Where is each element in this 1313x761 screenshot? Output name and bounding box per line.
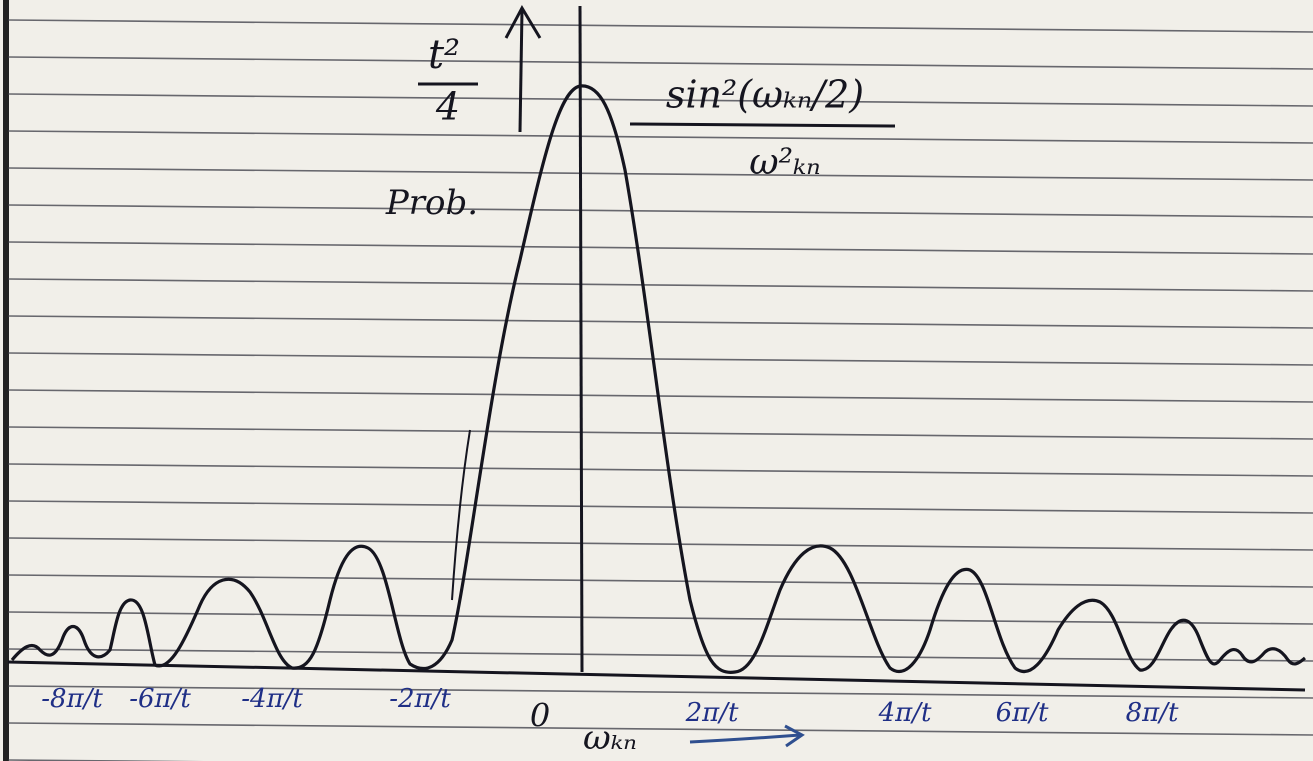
- formula-denominator: ω²ₖₙ: [749, 142, 821, 183]
- peak-label-numerator: t²: [428, 32, 460, 78]
- formula-bar: [630, 124, 895, 126]
- x-tick-label: -2π/t: [389, 684, 451, 714]
- x-tick-label: 2π/t: [685, 698, 739, 728]
- origin-label: 0: [530, 697, 550, 735]
- y-axis: [580, 6, 582, 672]
- up-arrow: [520, 10, 522, 132]
- x-tick-label: -8π/t: [41, 684, 103, 714]
- prob-caption: Prob.: [385, 183, 478, 223]
- page: {"y_axis": {"label_numerator": "t²", "la…: [0, 0, 1313, 761]
- x-tick-label: -4π/t: [241, 684, 303, 714]
- x-tick-label: 8π/t: [1126, 698, 1179, 728]
- peak-label-denominator: 4: [435, 85, 460, 129]
- x-tick-label: 4π/t: [878, 698, 932, 728]
- formula-numerator: sin²(ωₖₙ/2): [666, 73, 864, 117]
- x-tick-label: -6π/t: [129, 684, 191, 714]
- notebook-sketch: t² 4 Prob. sin²(ωₖₙ/2) ω²ₖₙ 0 ωₖₙ -8π/t-…: [0, 0, 1313, 761]
- x-axis-label: ωₖₙ: [583, 718, 637, 758]
- x-tick-label: 6π/t: [996, 698, 1049, 728]
